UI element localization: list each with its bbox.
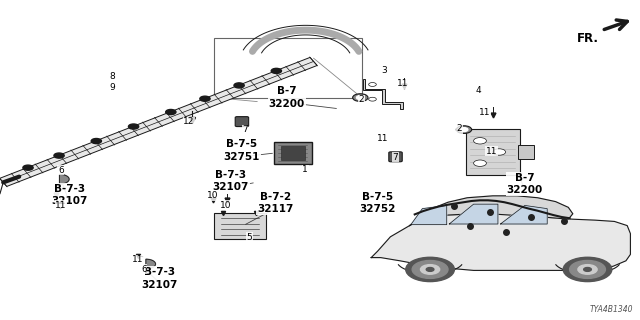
FancyBboxPatch shape: [236, 116, 249, 126]
Text: 10: 10: [220, 201, 232, 210]
FancyBboxPatch shape: [466, 129, 520, 175]
Text: B-7
32200: B-7 32200: [269, 86, 305, 109]
Circle shape: [460, 128, 468, 132]
Circle shape: [570, 260, 605, 278]
Circle shape: [166, 109, 176, 115]
Text: B-7-3
32107: B-7-3 32107: [51, 184, 87, 206]
Polygon shape: [371, 214, 630, 270]
Circle shape: [234, 83, 244, 88]
Text: 7: 7: [243, 125, 248, 134]
Polygon shape: [411, 205, 447, 225]
Text: 11: 11: [377, 134, 388, 143]
Circle shape: [200, 96, 210, 101]
Circle shape: [420, 265, 440, 274]
Circle shape: [456, 126, 472, 133]
Text: 12: 12: [183, 117, 195, 126]
Text: 6: 6: [141, 265, 147, 274]
Text: 11: 11: [479, 108, 491, 117]
Polygon shape: [518, 145, 534, 159]
Circle shape: [91, 139, 101, 144]
Text: 8: 8: [109, 72, 115, 81]
Circle shape: [426, 268, 434, 271]
Circle shape: [369, 83, 376, 86]
Polygon shape: [500, 205, 547, 224]
Circle shape: [584, 268, 591, 271]
Text: 7: 7: [393, 153, 398, 162]
Circle shape: [369, 97, 376, 101]
Text: 11: 11: [55, 201, 67, 210]
Circle shape: [23, 165, 33, 170]
Text: B-7-5
32752: B-7-5 32752: [360, 192, 396, 214]
Text: 2: 2: [359, 95, 364, 104]
Text: 2: 2: [457, 124, 462, 133]
Circle shape: [54, 153, 64, 158]
Text: 9: 9: [109, 84, 115, 92]
Circle shape: [129, 124, 139, 129]
Circle shape: [406, 257, 454, 282]
Polygon shape: [60, 174, 69, 184]
Polygon shape: [0, 57, 317, 187]
Text: B-7
32200: B-7 32200: [507, 173, 543, 195]
Polygon shape: [449, 204, 498, 224]
Text: B-7-3
32107: B-7-3 32107: [212, 170, 248, 192]
Text: 4: 4: [476, 86, 481, 95]
Text: 3: 3: [381, 66, 387, 75]
Circle shape: [493, 149, 506, 155]
FancyBboxPatch shape: [389, 152, 403, 162]
Circle shape: [578, 265, 597, 274]
Text: 1: 1: [303, 165, 308, 174]
Polygon shape: [410, 196, 573, 226]
Circle shape: [356, 96, 364, 100]
Text: B-7-5
32751: B-7-5 32751: [224, 139, 260, 162]
FancyBboxPatch shape: [214, 213, 266, 239]
Circle shape: [563, 257, 612, 282]
Text: 11: 11: [132, 255, 143, 264]
Text: FR.: FR.: [577, 32, 598, 45]
Text: 10: 10: [207, 191, 219, 200]
Circle shape: [412, 260, 448, 278]
Circle shape: [353, 94, 368, 101]
Text: B-7-3
32107: B-7-3 32107: [142, 267, 178, 290]
Text: B-7-2
32117: B-7-2 32117: [257, 192, 293, 214]
Polygon shape: [363, 79, 403, 109]
Circle shape: [271, 68, 282, 74]
Polygon shape: [146, 259, 156, 269]
Text: 11: 11: [397, 79, 409, 88]
Text: TYA4B1340: TYA4B1340: [590, 305, 634, 314]
Text: 6: 6: [58, 166, 63, 175]
FancyBboxPatch shape: [274, 142, 312, 164]
Text: 5: 5: [247, 233, 252, 242]
Circle shape: [474, 138, 486, 144]
Text: 11: 11: [486, 147, 497, 156]
Bar: [214, 38, 362, 98]
FancyBboxPatch shape: [281, 146, 305, 160]
Circle shape: [474, 160, 486, 166]
